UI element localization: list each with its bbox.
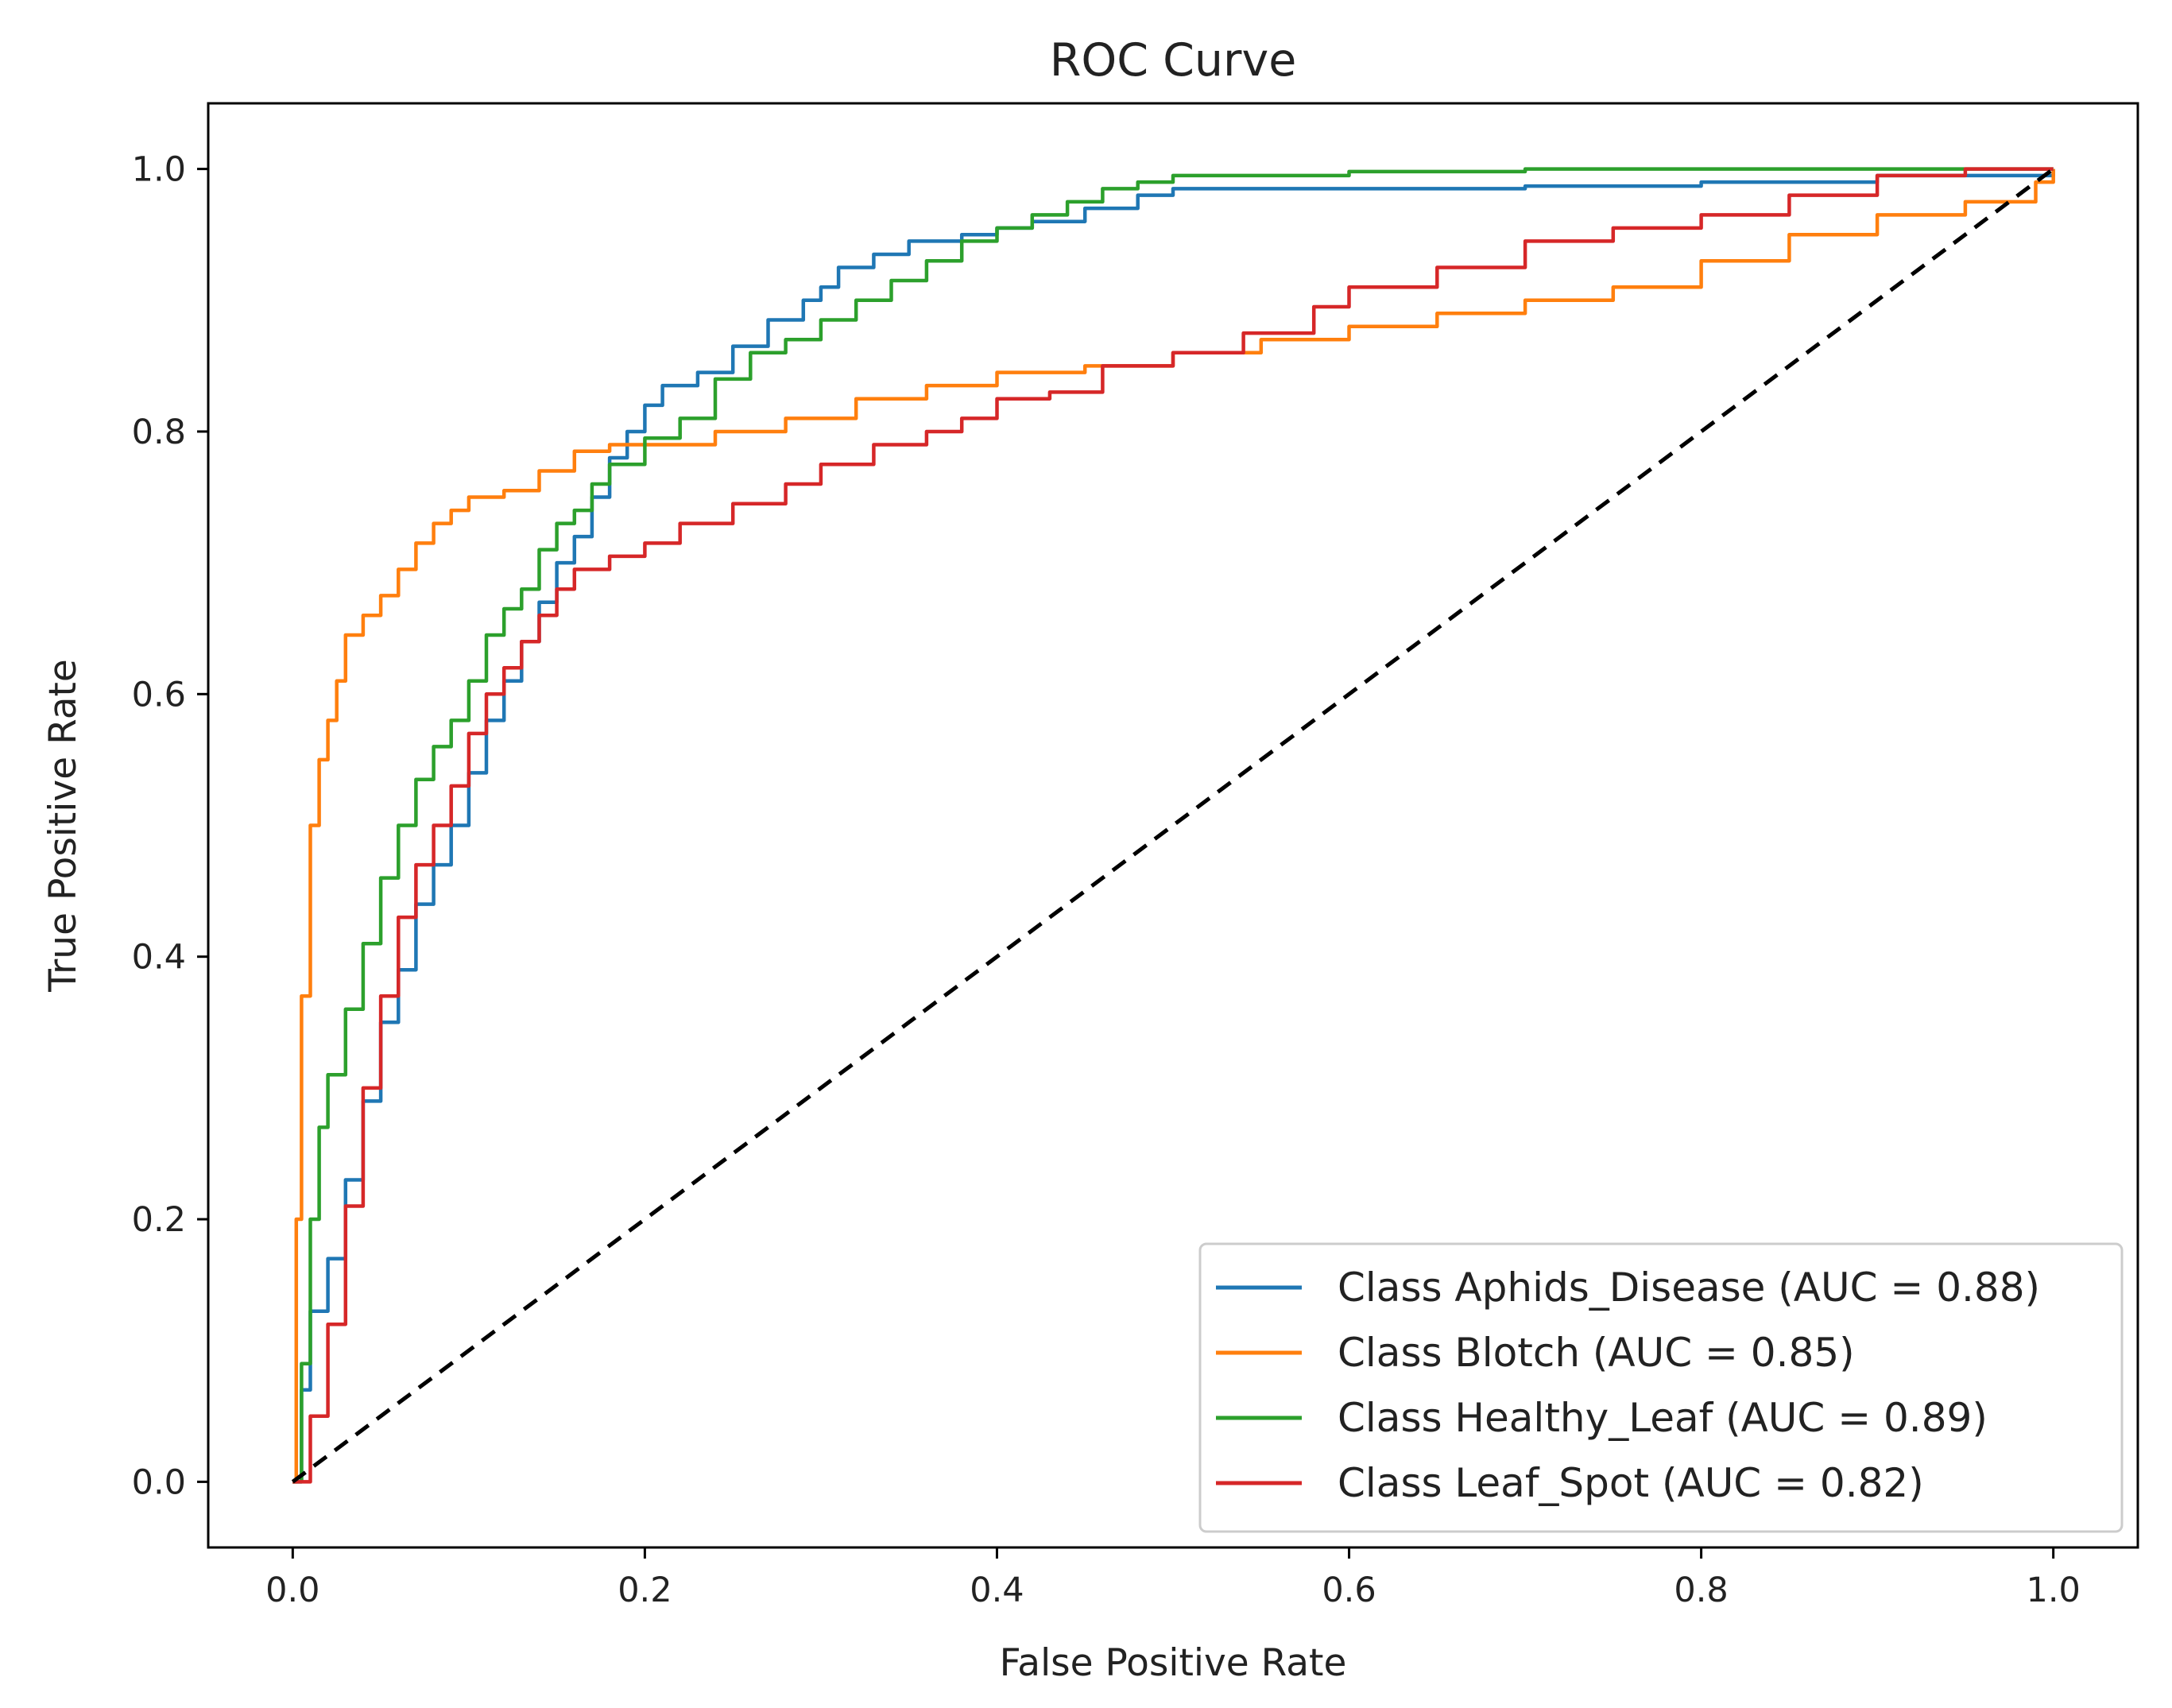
roc-series-line-2 [292, 167, 2054, 1484]
y-tick-label: 0.0 [132, 1462, 186, 1502]
lines-layer [291, 167, 2055, 1484]
legend-label-1: Class Blotch (AUC = 0.85) [1338, 1330, 1855, 1376]
x-tick-label: 0.8 [1674, 1571, 1728, 1610]
y-axis-label: True Positive Rate [41, 659, 85, 993]
legend-box [1198, 1242, 2124, 1533]
roc-series-line-1 [292, 168, 2055, 1484]
x-tick-label: 0.4 [970, 1571, 1024, 1610]
roc-series-line-3 [292, 167, 2054, 1484]
chart-title: ROC Curve [1050, 34, 1297, 87]
x-axis-label: False Positive Rate [1000, 1641, 1347, 1685]
y-tick-label: 0.6 [132, 675, 186, 715]
x-tick-label: 0.0 [265, 1571, 319, 1610]
plot-area-frame [207, 102, 2139, 1549]
legend-label-0: Class Aphids_Disease (AUC = 0.88) [1338, 1265, 2040, 1311]
x-tick-label: 0.2 [618, 1571, 672, 1610]
x-tick-label: 0.6 [1322, 1571, 1376, 1610]
ticks-layer: 0.0 0.2 0.4 0.6 0.8 1.0 0.0 0.2 0.4 0.6 0.8 1.0 [132, 150, 2081, 1610]
y-tick-label: 0.2 [132, 1200, 186, 1240]
legend-label-3: Class Leaf_Spot (AUC = 0.82) [1338, 1460, 1924, 1506]
y-tick-label: 0.8 [132, 412, 186, 452]
x-tick-label: 1.0 [2026, 1571, 2080, 1610]
y-tick-label: 0.4 [132, 938, 186, 978]
legend: Class Aphids_Disease (AUC = 0.88) Class B… [1198, 1242, 2124, 1533]
legend-label-2: Class Healthy_Leaf (AUC = 0.89) [1338, 1395, 1988, 1441]
y-tick-label: 1.0 [132, 150, 186, 190]
